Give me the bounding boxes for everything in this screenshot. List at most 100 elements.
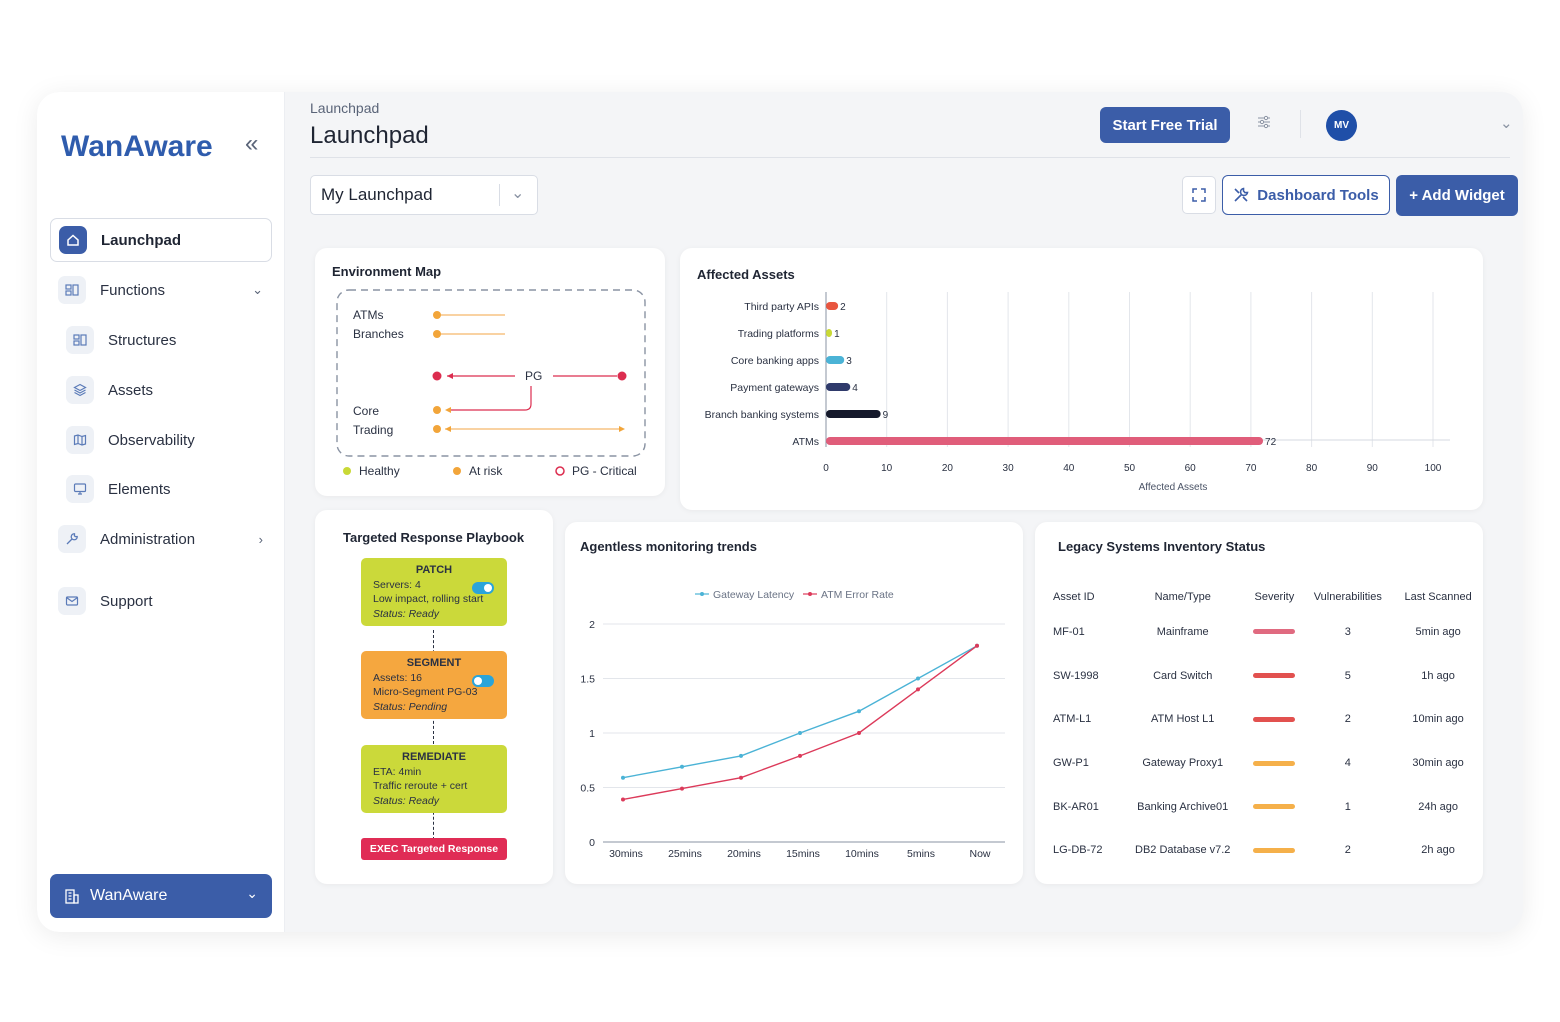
sidebar-item-label: Administration <box>100 530 196 548</box>
data-point[interactable] <box>975 643 979 648</box>
breadcrumb[interactable]: Launchpad <box>310 100 380 116</box>
bar[interactable] <box>826 410 881 418</box>
sidebar-item-assets[interactable]: Assets <box>66 376 153 404</box>
x-tick-label: 10 <box>881 463 893 474</box>
data-point[interactable] <box>739 775 743 780</box>
x-tick-label: 50 <box>1124 463 1136 474</box>
category-label: Core banking apps <box>731 355 819 367</box>
table-row[interactable]: GW-P1 Gateway Proxy1 4 30min ago <box>1053 741 1483 785</box>
sidebar-item-administration[interactable]: Administration › <box>58 525 263 553</box>
sidebar-item-elements[interactable]: Elements <box>66 475 171 503</box>
name-type-cell: Gateway Proxy1 <box>1142 756 1224 769</box>
fullscreen-button[interactable] <box>1182 176 1216 214</box>
column-header[interactable]: Severity <box>1254 591 1295 603</box>
column-header[interactable]: Vulnerabilities <box>1313 591 1382 603</box>
chevron-right-icon: › <box>258 531 263 547</box>
map-node-trading[interactable] <box>433 425 441 433</box>
asset-id-cell: GW-P1 <box>1053 756 1089 769</box>
data-point[interactable] <box>739 753 743 758</box>
table-row[interactable]: LG-DB-72 DB2 Database v7.2 2 2h ago <box>1053 828 1483 872</box>
x-tick-label: 15mins <box>786 848 820 860</box>
bar[interactable] <box>826 302 839 310</box>
settings-sliders-icon[interactable] <box>1256 114 1272 135</box>
organization-switcher[interactable]: WanAware ⌄ <box>50 874 272 918</box>
home-icon <box>59 226 87 254</box>
data-label: 2 <box>840 302 846 313</box>
bar[interactable] <box>826 383 851 391</box>
map-node-branches[interactable] <box>433 330 441 338</box>
vulnerabilities-cell: 2 <box>1344 844 1351 857</box>
arrow-left-icon <box>447 373 453 379</box>
dashboard-select[interactable]: My Launchpad ⌄ <box>310 175 538 215</box>
last-scanned-cell: 2h ago <box>1421 844 1455 857</box>
sidebar-item-launchpad[interactable]: Launchpad <box>50 218 272 262</box>
dashboard-tools-button[interactable]: Dashboard Tools <box>1222 175 1390 215</box>
data-point[interactable] <box>680 786 684 791</box>
inventory-table: Asset ID Name/Type Severity Vulnerabilit… <box>1053 584 1483 872</box>
vulnerabilities-cell: 4 <box>1344 756 1351 769</box>
series-line <box>622 645 978 801</box>
map-node-core[interactable] <box>433 406 441 414</box>
exec-targeted-response-button[interactable]: EXEC Targeted Response <box>361 838 507 860</box>
column-header[interactable]: Last Scanned <box>1404 591 1472 603</box>
data-point[interactable] <box>916 687 920 692</box>
playbook-step-segment[interactable]: SEGMENT Assets: 16 Micro-Segment PG-03 S… <box>361 651 507 719</box>
x-tick-label: 0 <box>823 463 829 474</box>
category-label: Branch banking systems <box>705 409 819 421</box>
sidebar-item-observability[interactable]: Observability <box>66 426 195 454</box>
last-scanned-cell: 5min ago <box>1415 625 1461 638</box>
step-detail: ETA: 4min <box>373 765 422 778</box>
data-point[interactable] <box>857 709 861 714</box>
data-point[interactable] <box>857 731 861 735</box>
x-tick-label: 30 <box>1003 463 1015 474</box>
chevron-down-icon[interactable]: ⌄ <box>1500 115 1513 132</box>
asset-id-cell: LG-DB-72 <box>1053 844 1103 857</box>
map-node-pg-right[interactable] <box>617 371 627 381</box>
bar[interactable] <box>826 356 845 364</box>
wanaware-logo[interactable]: WanAware <box>61 126 237 166</box>
dashboard-select-value: My Launchpad <box>321 185 433 204</box>
sidebar-item-support[interactable]: Support <box>58 587 153 615</box>
sidebar-item-structures[interactable]: Structures <box>66 326 176 354</box>
data-point[interactable] <box>798 731 802 735</box>
name-type-cell: Mainframe <box>1156 625 1209 638</box>
add-widget-button[interactable]: + Add Widget <box>1396 175 1518 216</box>
table-row[interactable]: ATM-L1 ATM Host L1 2 10min ago <box>1053 697 1483 741</box>
x-tick-label: 30mins <box>609 848 643 860</box>
bar[interactable] <box>826 437 1264 445</box>
step-detail: Traffic reroute + cert <box>373 780 468 792</box>
start-free-trial-button[interactable]: Start Free Trial <box>1100 107 1230 143</box>
legend-marker <box>808 592 812 596</box>
collapse-sidebar-icon[interactable]: « <box>245 130 259 157</box>
sidebar-item-functions[interactable]: Functions ⌄ <box>58 276 263 304</box>
bar[interactable] <box>826 329 833 337</box>
x-tick-label: 40 <box>1063 463 1075 474</box>
card-title: Legacy Systems Inventory Status <box>1058 539 1266 554</box>
playbook-step-remediate[interactable]: REMEDIATE ETA: 4min Traffic reroute + ce… <box>361 745 507 813</box>
map-node-pg-left[interactable] <box>432 371 442 381</box>
table-row[interactable]: MF-01 Mainframe 3 5min ago <box>1053 610 1483 654</box>
data-point[interactable] <box>621 797 625 802</box>
segment-toggle[interactable] <box>472 675 494 687</box>
monitor-icon <box>66 475 94 503</box>
data-point[interactable] <box>680 764 684 769</box>
step-name: PATCH <box>415 564 453 576</box>
data-point[interactable] <box>916 676 920 681</box>
legend-label[interactable]: ATM Error Rate <box>821 589 894 601</box>
card-title: Affected Assets <box>697 267 795 282</box>
patch-toggle[interactable] <box>472 582 494 594</box>
playbook-step-patch[interactable]: PATCH Servers: 4 Low impact, rolling sta… <box>361 558 507 626</box>
legend-label[interactable]: Gateway Latency <box>713 589 795 601</box>
data-point[interactable] <box>798 753 802 758</box>
table-row[interactable]: BK-AR01 Banking Archive01 1 24h ago <box>1053 785 1483 829</box>
last-scanned-cell: 1h ago <box>1421 669 1455 682</box>
select-divider <box>499 184 500 206</box>
sidebar: WanAware « Launchpad Functions ⌄ Structu… <box>37 92 285 932</box>
map-node-atms[interactable] <box>433 311 441 319</box>
column-header[interactable]: Name/Type <box>1154 591 1211 603</box>
grid-icon <box>66 326 94 354</box>
table-row[interactable]: SW-1998 Card Switch 5 1h ago <box>1053 654 1483 698</box>
user-avatar[interactable]: MV <box>1326 110 1357 141</box>
column-header[interactable]: Asset ID <box>1053 591 1095 603</box>
data-point[interactable] <box>621 775 625 780</box>
